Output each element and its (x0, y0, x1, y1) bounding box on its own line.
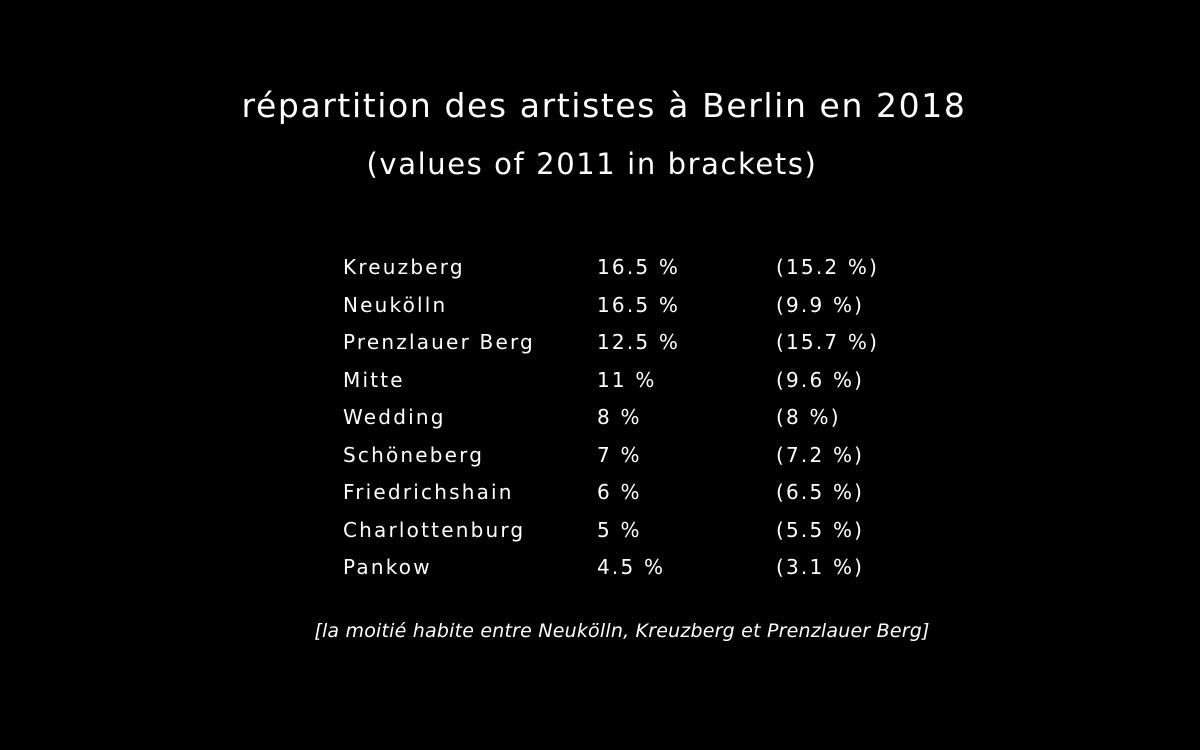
district-name: Kreuzberg (343, 255, 465, 279)
value-2018: 7 % (597, 442, 642, 467)
footnote: [la moitié habite entre Neukölln, Kreuzb… (0, 620, 1200, 642)
district-name: Mitte (343, 367, 405, 392)
district-name: Wedding (343, 405, 446, 429)
district-name: Friedrichshain (343, 480, 514, 504)
district-name: Neukölln (343, 292, 448, 317)
value-2018: 8 % (597, 405, 642, 429)
value-2011: (9.6 %) (776, 367, 865, 392)
district-name: Prenzlauer Berg (343, 330, 535, 354)
slide-subtitle: (values of 2011 in brackets) (366, 147, 818, 181)
value-2011: (15.2 %) (776, 255, 880, 279)
value-2018: 4.5 % (597, 555, 666, 579)
value-2018: 11 % (597, 367, 657, 392)
value-2011: (9.9 %) (776, 292, 865, 317)
district-name: Charlottenburg (343, 517, 526, 542)
value-2011: (7.2 %) (776, 442, 865, 467)
district-name: Schöneberg (343, 442, 485, 467)
value-2018: 16.5 % (597, 292, 681, 317)
value-2018: 5 % (597, 517, 642, 542)
value-2011: (3.1 %) (776, 555, 865, 579)
value-2011: (5.5 %) (776, 517, 865, 542)
value-2011: (8 %) (776, 405, 841, 429)
slide-title: répartition des artistes à Berlin en 201… (241, 86, 967, 125)
value-2018: 6 % (597, 480, 642, 504)
value-2018: 12.5 % (597, 330, 681, 354)
value-2011: (6.5 %) (776, 480, 865, 504)
district-name: Pankow (343, 555, 432, 579)
value-2018: 16.5 % (597, 255, 681, 279)
value-2011: (15.7 %) (776, 330, 880, 354)
footnote-text: [la moitié habite entre Neukölln, Kreuzb… (314, 620, 930, 642)
